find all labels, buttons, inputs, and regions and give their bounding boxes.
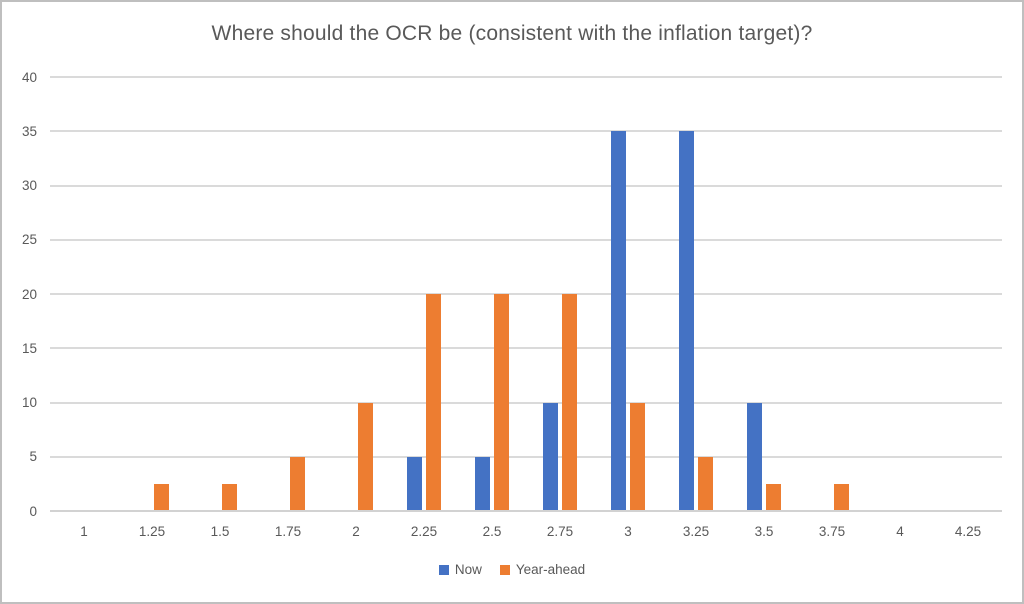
gridline [50, 238, 1002, 241]
legend-label: Now [454, 562, 482, 577]
x-axis: 1 1.25 1.5 1.75 2 2.25 2.5 2.75 3 3.25 3.5 3.75 4 4.2… [50, 513, 1002, 539]
bar-now [611, 131, 626, 511]
bar-now [543, 402, 558, 511]
y-tick-label: 20 [21, 286, 37, 302]
x-tick-label: 1.25 [138, 524, 166, 539]
y-tick-label: 15 [21, 340, 37, 356]
bars-container [50, 77, 1002, 511]
bar-now [475, 456, 490, 511]
category-slot [322, 77, 390, 511]
x-tick-label: 3.5 [754, 524, 774, 539]
bar-year-ahead [766, 483, 781, 511]
x-tick-label: 2.25 [410, 524, 438, 539]
x-tick-label: 1 [80, 524, 88, 539]
bar-now [747, 402, 762, 511]
bar-year-ahead [698, 456, 713, 511]
x-tick-label: 2.75 [546, 524, 574, 539]
bar-now [407, 456, 422, 511]
y-tick-label: 10 [21, 394, 37, 410]
x-tick-label: 2.5 [482, 524, 502, 539]
y-tick-label: 30 [21, 177, 37, 193]
gridline [50, 184, 1002, 187]
legend-label: Year-ahead [515, 562, 586, 577]
category-slot [186, 77, 254, 511]
gridline [50, 76, 1002, 78]
category-slot [118, 77, 186, 511]
bar-year-ahead [426, 294, 441, 511]
y-axis: 0 5 10 15 20 25 30 35 40 [2, 70, 42, 517]
x-tick-label: 4.25 [954, 524, 982, 539]
gridline [50, 293, 1002, 295]
x-tick-label: 3.75 [818, 524, 846, 539]
legend: Now Year-ahead [2, 562, 1022, 577]
plot-area [50, 76, 1002, 512]
chart-title: Where should the OCR be (consistent with… [211, 22, 813, 45]
category-slot [50, 77, 118, 511]
category-slot [866, 77, 934, 511]
bar-year-ahead [358, 402, 373, 511]
category-slot [594, 77, 662, 511]
y-tick-label: 0 [29, 503, 37, 519]
legend-item-now: Now [438, 562, 482, 577]
y-tick-label: 5 [29, 449, 37, 464]
bar-year-ahead [630, 402, 645, 511]
x-tick-label: 3 [624, 524, 632, 539]
bar-year-ahead [562, 294, 577, 511]
x-tick-label: 4 [896, 524, 904, 539]
gridline [50, 130, 1002, 133]
gridline [50, 347, 1002, 350]
y-tick-label: 25 [21, 232, 37, 247]
x-tick-label: 3.25 [682, 524, 710, 539]
category-slot [934, 77, 1002, 511]
legend-swatch-now [438, 564, 449, 575]
x-tick-label: 2 [352, 524, 360, 539]
bar-year-ahead [154, 483, 169, 511]
bar-year-ahead [290, 456, 305, 511]
category-slot [458, 77, 526, 511]
x-tick-label: 1.75 [274, 524, 302, 539]
category-slot [390, 77, 458, 511]
legend-swatch-year-ahead [499, 564, 510, 575]
bar-year-ahead [222, 483, 237, 511]
gridline [50, 401, 1002, 404]
bar-now [679, 131, 694, 511]
bar-year-ahead [834, 483, 849, 511]
y-tick-label: 35 [21, 123, 37, 139]
y-tick-label: 40 [21, 69, 37, 85]
bar-year-ahead [494, 294, 509, 511]
category-slot [254, 77, 322, 511]
category-slot [798, 77, 866, 511]
category-slot [662, 77, 730, 511]
gridline [50, 455, 1002, 458]
x-tick-label: 1.5 [210, 524, 230, 539]
category-slot [730, 77, 798, 511]
category-slot [526, 77, 594, 511]
x-axis-line [50, 510, 1002, 512]
legend-item-year-ahead: Year-ahead [499, 562, 586, 577]
